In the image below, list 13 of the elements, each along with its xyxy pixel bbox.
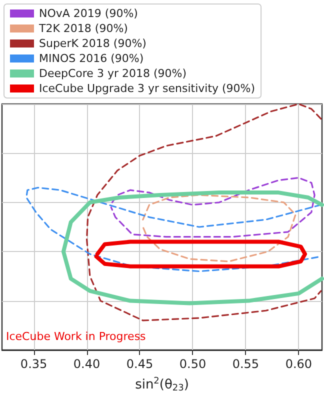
x-tick-label: 0.40	[73, 357, 100, 371]
legend-label: T2K 2018 (90%)	[38, 22, 128, 35]
x-tick-label: 0.55	[232, 357, 260, 371]
x-tick-label: 0.35	[20, 357, 48, 371]
legend-label: SuperK 2018 (90%)	[39, 37, 146, 50]
legend-label: MINOS 2016 (90%)	[39, 52, 144, 65]
annotation: IceCube Work in Progress	[6, 330, 146, 343]
x-tick-label: 0.60	[285, 357, 312, 371]
legend-label: DeepCore 3 yr 2018 (90%)	[39, 67, 186, 80]
legend-label: NOvA 2019 (90%)	[39, 7, 138, 20]
x-tick-label: 0.45	[126, 357, 154, 371]
x-tick-label: 0.50	[179, 357, 206, 371]
legend-label: IceCube Upgrade 3 yr sensitivity (90%)	[39, 82, 256, 95]
